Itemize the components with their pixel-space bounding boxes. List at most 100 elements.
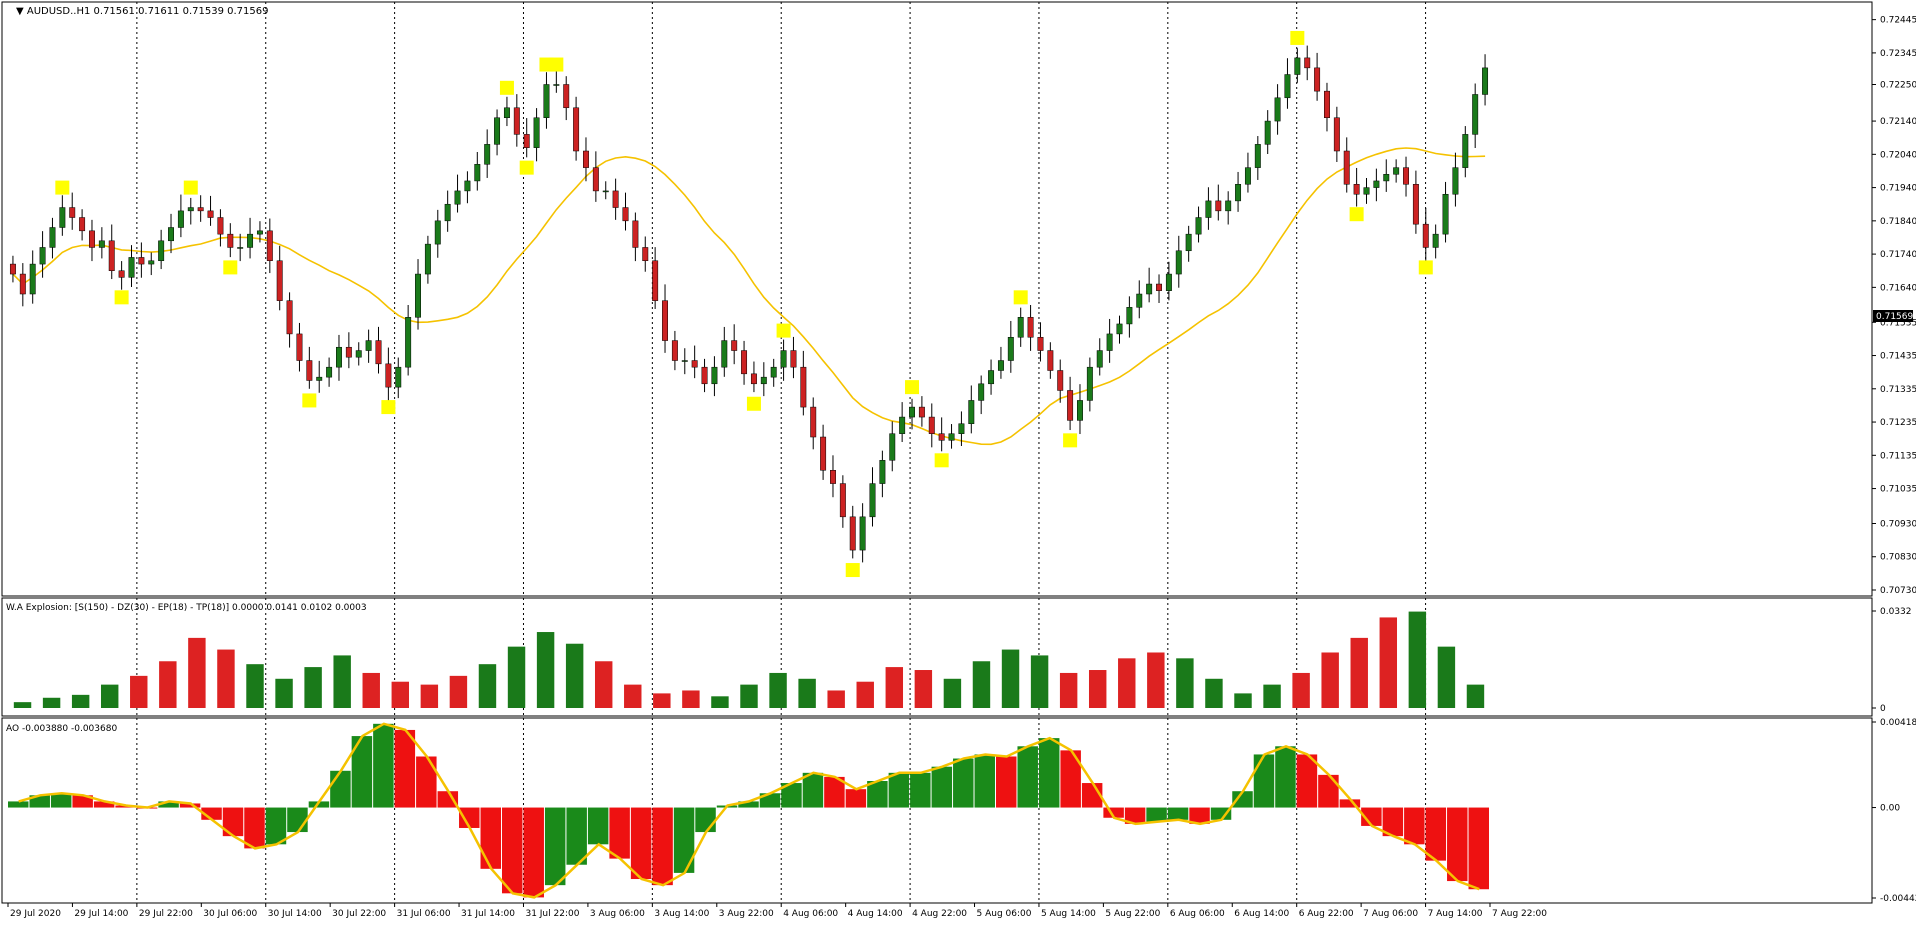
bear-candle	[691, 360, 698, 368]
ao-bar	[1146, 807, 1167, 822]
time-tick-label: 30 Jul 14:00	[268, 909, 322, 919]
swing-low-marker	[746, 396, 761, 411]
current-price-tag	[1873, 310, 1913, 322]
triangle-down-icon: ▼	[16, 6, 27, 17]
explosion-bar	[885, 667, 904, 708]
explosion-bar	[1118, 658, 1136, 708]
ao-bar	[845, 789, 867, 808]
explosion-bar	[333, 655, 351, 708]
bull-candle	[128, 257, 135, 278]
explosion-bar	[1321, 652, 1339, 708]
explosion-bar	[798, 678, 816, 708]
bear-candle	[741, 350, 748, 375]
bear-candle	[622, 207, 629, 222]
swing-low-marker	[302, 393, 317, 408]
ao-bar	[867, 781, 888, 808]
bull-candle	[1294, 57, 1301, 75]
bear-candle	[1027, 317, 1034, 338]
ao-bar	[244, 807, 265, 849]
bear-candle	[928, 416, 935, 434]
explosion-bar	[420, 684, 439, 708]
bull-candle	[444, 203, 451, 222]
bear-candle	[820, 436, 827, 471]
explosion-bar	[1437, 646, 1456, 708]
bull-candle	[98, 240, 105, 248]
explosion-bar	[624, 684, 642, 708]
bull-candle	[958, 423, 965, 434]
ao-panel[interactable]	[1, 717, 1873, 904]
bull-candle	[29, 263, 36, 295]
bull-candle	[256, 230, 263, 235]
explosion-bar	[740, 684, 758, 708]
swing-high-marker	[1290, 30, 1305, 45]
ao-bar	[953, 758, 974, 808]
bull-candle	[1136, 293, 1143, 308]
price-tick-label: 0.71740	[1880, 250, 1916, 260]
explosion-bar	[507, 646, 526, 708]
swing-high-marker	[776, 323, 791, 338]
ao-bar	[781, 783, 802, 808]
bull-candle	[1393, 167, 1400, 175]
bear-candle	[227, 233, 234, 248]
bull-candle	[780, 350, 787, 368]
swing-high-marker	[55, 180, 70, 195]
ao-bar	[1189, 807, 1210, 824]
explosion-bar	[478, 664, 497, 708]
ao-bar	[416, 756, 437, 808]
bull-candle	[1175, 250, 1182, 275]
bear-candle	[296, 333, 303, 361]
ao-bar	[93, 801, 115, 808]
price-tick-label: 0.71840	[1880, 217, 1916, 227]
bull-candle	[1225, 200, 1232, 212]
ao-bar	[910, 772, 931, 808]
time-tick-label: 31 Jul 22:00	[525, 909, 579, 919]
bull-candle	[365, 340, 372, 351]
bear-candle	[118, 270, 125, 278]
explosion-bar	[711, 696, 729, 708]
candles	[9, 45, 1489, 563]
time-tick-label: 5 Aug 14:00	[1041, 909, 1096, 919]
bear-candle	[1037, 336, 1044, 351]
time-tick-label: 4 Aug 22:00	[912, 909, 967, 919]
explosion-bar	[1263, 684, 1281, 708]
explosion-bar	[1147, 652, 1165, 708]
explosion-panel[interactable]	[1, 597, 1873, 717]
bull-candle	[1462, 134, 1469, 168]
swing-low-marker	[1418, 260, 1433, 275]
explosion-bar	[217, 649, 235, 708]
bull-candle	[1452, 167, 1459, 195]
bull-candle	[1106, 333, 1113, 351]
ao-bar	[29, 795, 50, 808]
bull-candle	[1274, 97, 1281, 122]
bull-candle	[909, 406, 915, 418]
bear-candle	[1324, 90, 1330, 118]
swing-high-marker	[499, 80, 514, 95]
bear-candle	[563, 84, 570, 109]
price-tick-label: 0.71235	[1880, 418, 1916, 428]
explosion-bar	[1408, 611, 1427, 708]
bear-candle	[1422, 223, 1429, 248]
bear-candle	[839, 483, 846, 518]
explosion-bars	[13, 611, 1485, 708]
bear-candle	[790, 350, 797, 368]
bull-candle	[533, 117, 540, 148]
price-tick-label: 0.72345	[1880, 49, 1916, 59]
bear-candle	[276, 260, 283, 301]
price-panel[interactable]	[1, 1, 1873, 597]
bull-candle	[968, 400, 975, 424]
current-price: 0.71569	[1876, 312, 1913, 322]
time-tick-label: 5 Aug 06:00	[977, 909, 1032, 919]
bull-candle	[1244, 167, 1251, 185]
bull-candle	[415, 273, 421, 318]
symbol-ohlc: 0.71561 0.71611 0.71539 0.71569	[94, 6, 269, 17]
explosion-bar	[42, 697, 61, 708]
ao-bar	[566, 807, 587, 865]
ao-bar	[931, 766, 953, 808]
bear-candle	[849, 516, 856, 551]
bear-candle	[612, 190, 619, 208]
bear-candle	[1057, 370, 1064, 391]
ao-bar	[759, 793, 781, 808]
bull-candle	[158, 240, 165, 262]
